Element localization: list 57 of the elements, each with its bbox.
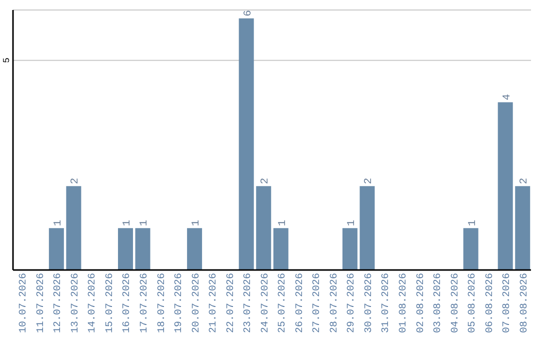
data-label: 2: [518, 178, 531, 184]
bar: [360, 186, 375, 270]
x-tick-label: 02.08.2026: [416, 273, 427, 334]
x-tick-label: 19.07.2026: [174, 273, 186, 334]
x-tick-label: 18.07.2026: [156, 273, 168, 334]
data-label: 2: [260, 178, 272, 184]
data-label: 1: [346, 220, 358, 226]
bar: [118, 228, 133, 270]
data-label: 1: [190, 220, 203, 226]
bar: [463, 228, 478, 270]
x-tick-label: 05.08.2026: [468, 273, 479, 334]
x-tick-label: 08.08.2026: [519, 273, 530, 334]
data-label: 2: [363, 178, 376, 184]
x-tick-label: 23.07.2026: [243, 273, 254, 334]
x-tick-label: 06.08.2026: [484, 273, 496, 334]
bar: [187, 228, 202, 270]
x-tick-label: 20.07.2026: [191, 273, 202, 334]
bar: [66, 186, 82, 270]
bar: [273, 228, 288, 270]
data-label: 4: [501, 94, 514, 100]
y-tick-label: 5: [2, 58, 12, 64]
x-tick-label: 13.07.2026: [70, 273, 82, 334]
x-tick-label: 07.08.2026: [502, 273, 514, 334]
x-tick-label: 22.07.2026: [226, 273, 237, 334]
x-tick-label: 14.07.2026: [88, 273, 99, 334]
bar: [515, 186, 530, 270]
x-tick-label: 25.07.2026: [278, 273, 289, 334]
x-tick-label: 24.07.2026: [260, 273, 272, 334]
x-tick-label: 01.08.2026: [398, 273, 410, 334]
data-label: 1: [138, 220, 151, 226]
bar: [498, 102, 513, 270]
x-tick-label: 12.07.2026: [53, 273, 64, 334]
x-tick-label: 28.07.2026: [329, 273, 340, 334]
x-tick-label: 10.07.2026: [18, 273, 30, 334]
data-label: 1: [466, 220, 479, 226]
bar: [48, 228, 64, 270]
x-tick-label: 16.07.2026: [122, 273, 134, 334]
x-tick-label: 21.07.2026: [208, 273, 220, 334]
x-tick-label: 04.08.2026: [450, 273, 462, 334]
x-tick-label: 27.07.2026: [312, 273, 324, 334]
x-tick-label: 11.07.2026: [36, 273, 47, 334]
data-label: 1: [121, 220, 134, 226]
bar: [256, 186, 272, 270]
data-label: 1: [276, 220, 289, 226]
data-label: 1: [52, 220, 64, 226]
x-tick-label: 17.07.2026: [140, 273, 150, 334]
data-label: 6: [242, 10, 254, 16]
data-label: 2: [70, 178, 82, 184]
x-tick-label: 29.07.2026: [346, 273, 358, 334]
bar: [238, 18, 254, 270]
x-tick-label: 15.07.2026: [104, 273, 116, 334]
x-tick-label: 26.07.2026: [294, 273, 306, 334]
x-tick-label: 03.08.2026: [433, 273, 444, 334]
bar: [135, 228, 150, 270]
x-tick-label: 30.07.2026: [364, 273, 375, 334]
x-tick-label: 31.07.2026: [381, 273, 392, 334]
bar: [342, 228, 358, 270]
